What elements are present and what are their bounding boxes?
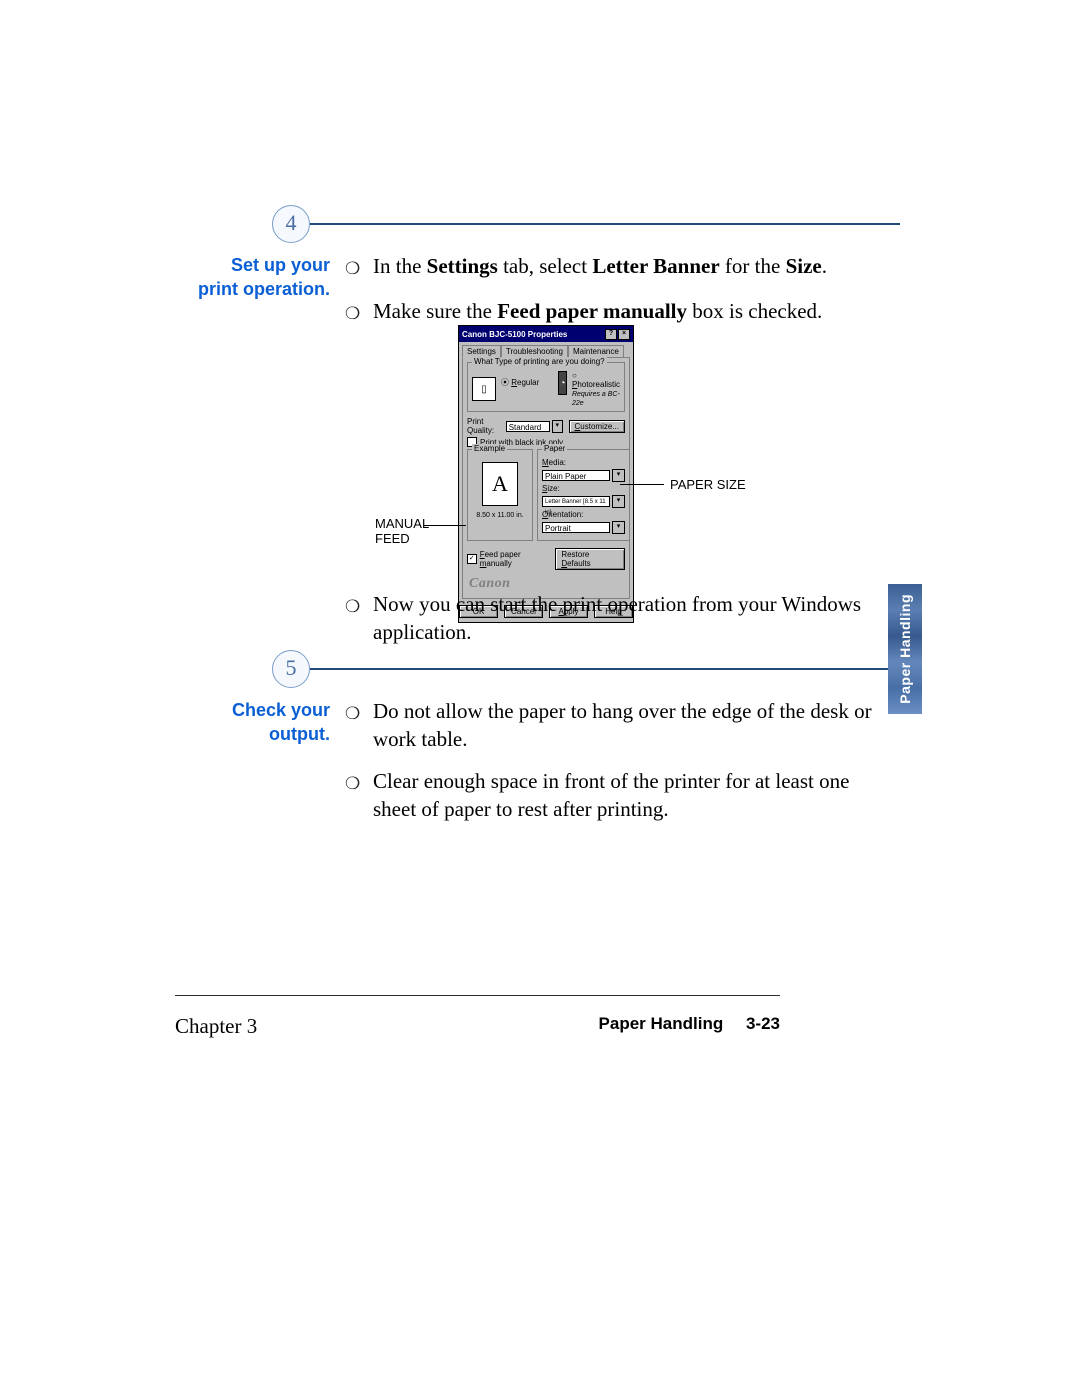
- step4-bullet2: ❍ Make sure the Feed paper manually box …: [345, 297, 895, 328]
- dialog-titlebar: Canon BJC-5100 Properties ? ×: [459, 326, 633, 342]
- example-preview-icon: A: [482, 462, 518, 506]
- radio-photo-label: hotorealistic: [577, 380, 620, 389]
- footer-right: Paper Handling 3-23: [599, 1014, 780, 1034]
- radio-regular[interactable]: ▯ ⦿ Regular: [472, 377, 539, 401]
- step5-rule: [310, 668, 900, 670]
- print-quality-select[interactable]: Standard: [506, 421, 550, 432]
- bullet-icon: ❍: [345, 697, 373, 753]
- step5-bullet1: ❍ Do not allow the paper to hang over th…: [345, 697, 895, 753]
- group-paper: Paper Media: Plain Paper▾ Size: Letter B…: [537, 449, 630, 541]
- footer-left: Chapter 3: [175, 1014, 257, 1039]
- chevron-down-icon[interactable]: ▾: [552, 420, 563, 433]
- step4-body2: ❍ Now you can start the print operation …: [345, 590, 895, 660]
- step5-bullet1-text: Do not allow the paper to hang over the …: [373, 697, 895, 753]
- step5-side-label: Check your output.: [150, 698, 330, 746]
- chevron-down-icon[interactable]: ▾: [612, 495, 625, 508]
- group-print-type: What Type of printing are you doing? ▯ ⦿…: [467, 362, 625, 412]
- orientation-select[interactable]: Portrait: [542, 522, 610, 533]
- size-label: Size:: [542, 484, 625, 493]
- page: 4 Set up your print operation. ❍ In the …: [0, 0, 1080, 1397]
- chevron-down-icon[interactable]: ▾: [612, 469, 625, 482]
- step5-body: ❍ Do not allow the paper to hang over th…: [345, 697, 895, 837]
- dialog-sysbuttons: ? ×: [605, 329, 630, 340]
- customize-button[interactable]: Customize...: [569, 420, 625, 433]
- footer-page: 3-23: [746, 1014, 780, 1033]
- chevron-down-icon[interactable]: ▾: [612, 521, 625, 534]
- photo-icon: ◔: [558, 371, 567, 395]
- group-paper-title: Paper: [542, 444, 567, 453]
- group-example-title: Example: [472, 444, 507, 453]
- orientation-label: Orientation:: [542, 510, 625, 519]
- bullet-icon: ❍: [345, 590, 373, 646]
- footer-rule: [175, 995, 780, 996]
- close-icon: ×: [618, 329, 630, 340]
- group-print-type-title: What Type of printing are you doing?: [472, 357, 607, 366]
- step4-bullet1-text: In the Settings tab, select Letter Banne…: [373, 252, 895, 283]
- print-quality-label: Print Quality:: [467, 417, 503, 435]
- callout-line-manual: [424, 525, 466, 526]
- step5-side-l1: Check your: [232, 700, 330, 720]
- checkbox-checked-icon: ✓: [467, 554, 477, 564]
- dialog-screenshot: Canon BJC-5100 Properties ? × Settings T…: [458, 325, 634, 623]
- regular-icon: ▯: [472, 377, 496, 401]
- tab-settings[interactable]: Settings: [462, 345, 501, 358]
- footer-section: Paper Handling: [599, 1014, 724, 1033]
- print-quality-row: Print Quality: Standard▾ Customize...: [467, 417, 625, 435]
- step5-number: 5: [272, 650, 310, 688]
- dialog-tabs: Settings Troubleshooting Maintenance: [459, 342, 633, 357]
- help-icon: ?: [605, 329, 617, 340]
- bullet-icon: ❍: [345, 767, 373, 823]
- dialog-title: Canon BJC-5100 Properties: [462, 330, 567, 339]
- section-tab: Paper Handling: [888, 584, 922, 714]
- step4-bullet3-text: Now you can start the print operation fr…: [373, 590, 895, 646]
- bullet-icon: ❍: [345, 252, 373, 283]
- feed-manual-checkbox[interactable]: ✓ Feed paper manually: [467, 550, 552, 568]
- step5-bullet2: ❍ Clear enough space in front of the pri…: [345, 767, 895, 823]
- restore-defaults-button[interactable]: Restore Defaults: [555, 548, 625, 570]
- photo-requires: Requires a BC-22e: [572, 391, 620, 407]
- step4-bullet3: ❍ Now you can start the print operation …: [345, 590, 895, 646]
- callout-line-papersize: [620, 484, 664, 485]
- feed-restore-row: ✓ Feed paper manually Restore Defaults: [467, 548, 625, 570]
- step4-side-l2: print operation.: [198, 279, 330, 299]
- step4-number: 4: [272, 205, 310, 243]
- step4-bullet1: ❍ In the Settings tab, select Letter Ban…: [345, 252, 895, 283]
- radio-photorealistic[interactable]: ◔ ○ Photorealistic Requires a BC-22e: [558, 371, 620, 407]
- group-example: Example A 8.50 x 11.00 in.: [467, 449, 533, 541]
- step4-side-label: Set up your print operation.: [150, 253, 330, 301]
- step4-bullet2-text: Make sure the Feed paper manually box is…: [373, 297, 895, 328]
- media-select[interactable]: Plain Paper: [542, 470, 610, 481]
- step5-bullet2-text: Clear enough space in front of the print…: [373, 767, 895, 823]
- size-select[interactable]: Letter Banner [8.5 x 11 in]: [542, 496, 610, 507]
- step4-side-l1: Set up your: [231, 255, 330, 275]
- radio-regular-label: egular: [517, 378, 539, 387]
- step5-side-l2: output.: [269, 724, 330, 744]
- dialog-tabbody: What Type of printing are you doing? ▯ ⦿…: [462, 357, 630, 599]
- feed-manual-label: Feed paper manually: [480, 550, 553, 568]
- media-label: Media:: [542, 458, 625, 467]
- example-dim: 8.50 x 11.00 in.: [472, 512, 528, 519]
- bullet-icon: ❍: [345, 297, 373, 328]
- callout-manual-feed: MANUALFEED: [375, 516, 429, 546]
- dialog-window: Canon BJC-5100 Properties ? × Settings T…: [458, 325, 634, 623]
- step4-rule: [310, 223, 900, 225]
- callout-paper-size: PAPER SIZE: [670, 477, 746, 492]
